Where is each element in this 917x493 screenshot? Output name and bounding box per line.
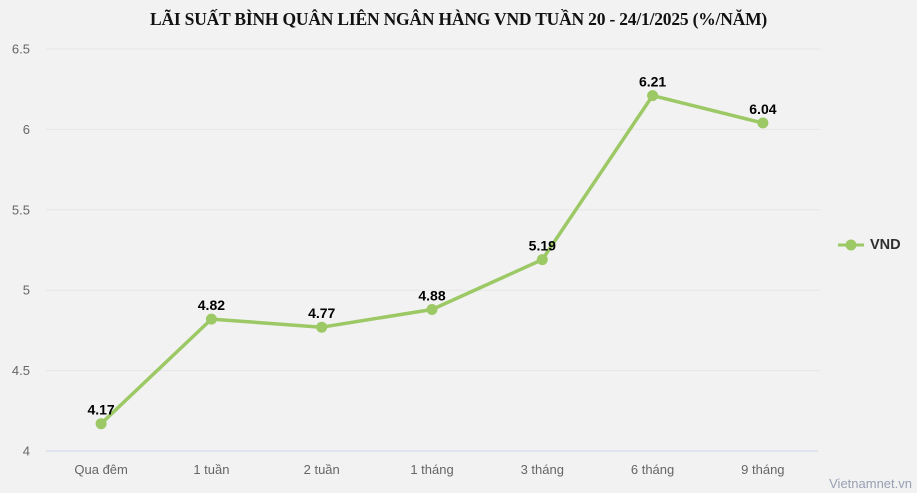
y-axis-tick-label: 5 bbox=[23, 283, 30, 298]
data-point-label: 4.17 bbox=[87, 402, 114, 418]
y-axis-tick-label: 6.5 bbox=[12, 42, 30, 57]
data-point-label: 4.88 bbox=[418, 288, 445, 304]
data-point-label: 6.21 bbox=[639, 74, 666, 90]
data-point-label: 6.04 bbox=[749, 101, 776, 117]
data-point-marker[interactable] bbox=[757, 117, 769, 129]
y-axis-tick-label: 4 bbox=[23, 444, 30, 459]
y-axis-tick-label: 5.5 bbox=[12, 202, 30, 217]
series-line bbox=[99, 93, 765, 426]
x-axis-category-label: 9 tháng bbox=[741, 462, 784, 477]
chart-title: LÃI SUẤT BÌNH QUÂN LIÊN NGÂN HÀNG VND TU… bbox=[149, 9, 768, 29]
data-point-marker[interactable] bbox=[536, 254, 548, 266]
watermark: Vietnamnet.vn bbox=[829, 476, 912, 491]
legend-series-marker-icon bbox=[837, 239, 865, 251]
x-axis-category-label: 6 tháng bbox=[631, 462, 674, 477]
x-axis-category-label: 1 tháng bbox=[410, 462, 453, 477]
data-point-marker[interactable] bbox=[647, 90, 659, 102]
y-axis-tick-label: 6 bbox=[23, 122, 30, 137]
legend[interactable]: VND bbox=[837, 236, 901, 254]
x-axis-category-label: 1 tuần bbox=[193, 462, 229, 477]
x-axis-category-label: 2 tuần bbox=[304, 462, 340, 477]
data-point-marker[interactable] bbox=[316, 321, 328, 333]
data-point-marker[interactable] bbox=[426, 304, 438, 315]
data-point-label: 5.19 bbox=[529, 238, 556, 254]
legend-series-label: VND bbox=[870, 237, 901, 253]
data-point-label: 4.82 bbox=[198, 297, 225, 313]
data-point-marker[interactable] bbox=[95, 418, 107, 430]
x-axis-category-label: Qua đêm bbox=[74, 462, 127, 477]
data-point-label: 4.77 bbox=[308, 305, 335, 321]
x-axis-category-label: 3 tháng bbox=[521, 462, 564, 477]
y-axis-tick-label: 4.5 bbox=[12, 363, 30, 378]
data-point-marker[interactable] bbox=[205, 313, 217, 325]
